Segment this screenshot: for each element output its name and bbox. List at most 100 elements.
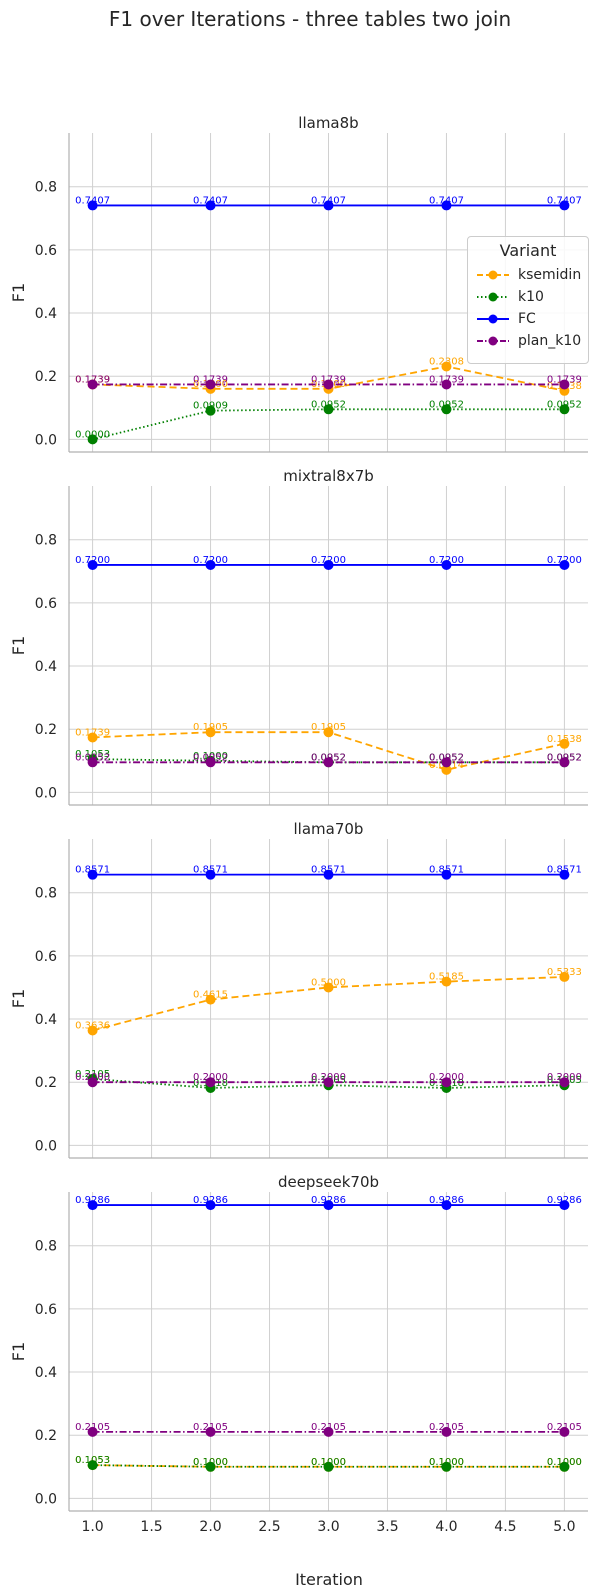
data-label-FC: 0.7200 <box>429 555 464 566</box>
data-label-FC: 0.9286 <box>75 1195 110 1206</box>
data-label-plan_k10: 0.1739 <box>429 374 464 385</box>
panel-llama70b: llama70b 0.0 0.2 0.4 0.6 0.8 F1 0.3636 0.4615 0.5… <box>9 820 588 1159</box>
series-plan_k10: 0.2105 0.2105 0.2105 0.2105 0.2105 <box>75 1422 582 1437</box>
data-point-plan_k10 <box>205 1426 216 1437</box>
data-point-ksemidin <box>559 971 570 982</box>
panel-title: llama8b <box>298 114 358 132</box>
data-point-ksemidin <box>441 361 452 372</box>
data-point-FC <box>87 1200 98 1211</box>
series-plan_k10: 0.1739 0.1739 0.1739 0.1739 0.1739 <box>75 374 582 390</box>
legend-swatch-ksemidin <box>477 270 509 280</box>
data-point-FC <box>559 559 570 570</box>
data-label-plan_k10: 0.1739 <box>311 374 346 385</box>
data-point-k10 <box>323 1461 334 1472</box>
data-point-FC <box>323 559 334 570</box>
data-point-k10 <box>323 404 334 415</box>
data-point-k10 <box>87 1460 98 1471</box>
legend-item-k10: k10 <box>476 287 544 307</box>
data-point-FC <box>441 869 452 880</box>
legend-item-fc: FC <box>476 309 536 329</box>
y-tick-label: 0.8 <box>35 1239 57 1255</box>
y-tick-label: 0.6 <box>35 1302 57 1318</box>
data-point-FC <box>205 200 216 211</box>
data-label-FC: 0.9286 <box>193 1195 228 1206</box>
y-tick-label: 0.2 <box>35 1075 57 1091</box>
legend-label-plan-k10: plan_k10 <box>518 333 582 349</box>
y-tick-label: 0.0 <box>35 432 57 448</box>
data-label-ksemidin: 0.1538 <box>547 734 582 745</box>
legend-swatch-fc <box>477 314 509 324</box>
y-tick-label: 0.6 <box>35 949 57 965</box>
data-label-ksemidin: 0.1739 <box>75 727 110 738</box>
data-point-FC <box>559 1200 570 1211</box>
data-label-FC: 0.8571 <box>547 865 582 876</box>
y-tick-label: 0.4 <box>35 659 57 675</box>
x-tick-label: 4.5 <box>494 1519 516 1535</box>
data-point-plan_k10 <box>323 379 334 390</box>
data-label-ksemidin: 0.5000 <box>311 977 346 988</box>
data-point-FC <box>559 869 570 880</box>
y-tick-label: 0.8 <box>35 886 57 902</box>
y-tick-label: 0.2 <box>35 722 57 738</box>
data-label-plan_k10: 0.2000 <box>547 1072 582 1083</box>
data-point-FC <box>441 559 452 570</box>
data-label-plan_k10: 0.2000 <box>311 1072 346 1083</box>
data-label-ksemidin: 0.1905 <box>193 722 228 733</box>
data-label-k10: 0.0000 <box>75 429 110 440</box>
data-point-k10 <box>441 404 452 415</box>
data-label-ksemidin: 0.3636 <box>75 1021 110 1032</box>
y-tick-label: 0.6 <box>35 243 57 259</box>
data-point-FC <box>323 200 334 211</box>
series-FC: 0.8571 0.8571 0.8571 0.8571 0.8571 <box>75 865 582 880</box>
data-point-FC <box>205 1200 216 1211</box>
series-plan_k10: 0.2000 0.2000 0.2000 0.2000 0.2000 <box>75 1072 582 1088</box>
data-label-FC: 0.7200 <box>75 555 110 566</box>
x-tick-label: 2.0 <box>199 1519 221 1535</box>
data-point-plan_k10 <box>87 1077 98 1088</box>
figure-title: F1 over Iterations - three tables two jo… <box>109 7 511 31</box>
data-point-ksemidin <box>87 732 98 743</box>
data-point-plan_k10 <box>323 757 334 768</box>
data-label-plan_k10: 0.0952 <box>311 752 346 763</box>
series-line-k10 <box>92 408 565 441</box>
y-tick-label: 0.0 <box>35 1491 57 1507</box>
data-point-plan_k10 <box>441 757 452 768</box>
y-axis-label: F1 <box>9 283 28 302</box>
data-point-k10 <box>559 404 570 415</box>
data-point-plan_k10 <box>87 1426 98 1437</box>
data-point-ksemidin <box>205 994 216 1005</box>
data-label-FC: 0.7407 <box>547 195 582 206</box>
data-point-plan_k10 <box>323 1426 334 1437</box>
series-plan_k10: 0.0952 0.0952 0.0952 0.0952 0.0952 <box>75 752 582 768</box>
data-point-plan_k10 <box>441 1077 452 1088</box>
data-label-plan_k10: 0.0952 <box>547 752 582 763</box>
data-point-plan_k10 <box>87 757 98 768</box>
data-label-FC: 0.9286 <box>429 1195 464 1206</box>
data-point-ksemidin <box>87 1025 98 1036</box>
panel-title: llama70b <box>294 820 364 838</box>
data-point-k10 <box>441 1461 452 1472</box>
data-label-k10: 0.1053 <box>75 749 110 760</box>
x-axis-label: Iteration <box>295 1570 363 1589</box>
panel-llama8b: llama8b0.00.20.40.60.8F10.17390.16000.16… <box>9 114 588 453</box>
data-label-k10: 0.1000 <box>193 751 228 762</box>
data-point-plan_k10 <box>87 379 98 390</box>
data-point-plan_k10 <box>205 379 216 390</box>
legend-swatch-plan-k10 <box>477 336 509 346</box>
data-point-FC <box>323 869 334 880</box>
data-label-FC: 0.7407 <box>75 195 110 206</box>
x-tick-label: 5.0 <box>553 1519 575 1535</box>
data-label-plan_k10: 0.2105 <box>193 1422 228 1433</box>
data-point-plan_k10 <box>559 1426 570 1437</box>
data-label-k10: 0.1000 <box>193 1457 228 1468</box>
y-tick-label: 0.6 <box>35 596 57 612</box>
y-axis-label: F1 <box>9 989 28 1008</box>
y-tick-label: 0.2 <box>35 1428 57 1444</box>
data-label-ksemidin: 0.2308 <box>429 356 464 367</box>
data-label-FC: 0.9286 <box>311 1195 346 1206</box>
data-label-FC: 0.8571 <box>193 865 228 876</box>
data-label-FC: 0.8571 <box>429 865 464 876</box>
legend-title: Variant <box>499 241 557 260</box>
data-point-plan_k10 <box>559 1077 570 1088</box>
x-tick-label: 2.5 <box>258 1519 280 1535</box>
